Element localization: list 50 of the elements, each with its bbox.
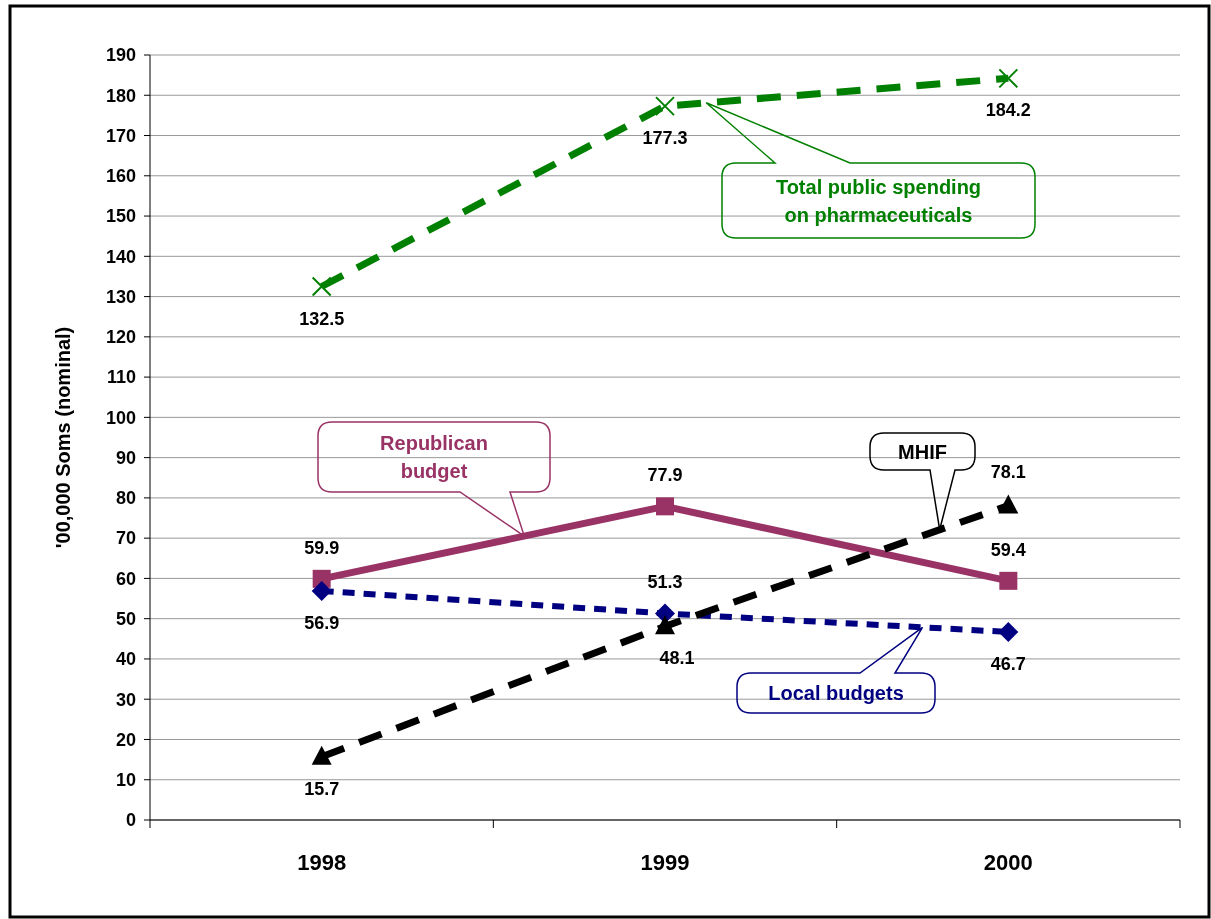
y-tick-label: 90 bbox=[115, 447, 136, 468]
x-tick-label: 1999 bbox=[640, 850, 690, 875]
data-label: 46.7 bbox=[990, 653, 1026, 674]
point bbox=[998, 68, 1019, 89]
data-label: 56.9 bbox=[304, 612, 340, 633]
y-tick-label: 70 bbox=[115, 528, 136, 549]
y-tick-label: 150 bbox=[105, 206, 136, 227]
x-tick-label: 1998 bbox=[297, 850, 347, 875]
point bbox=[311, 580, 332, 601]
data-label: 59.4 bbox=[990, 539, 1026, 560]
text: Total public spending on pharmaceuticals bbox=[775, 175, 982, 226]
y-tick-label: 20 bbox=[115, 729, 136, 750]
text: Republican budget bbox=[380, 432, 488, 482]
y-tick-label: 130 bbox=[105, 286, 136, 307]
y-tick-label: 190 bbox=[105, 45, 136, 66]
data-label: 184.2 bbox=[985, 100, 1031, 121]
point bbox=[311, 745, 332, 765]
y-tick-label: 80 bbox=[115, 488, 136, 509]
point bbox=[655, 615, 675, 635]
point bbox=[311, 276, 332, 297]
point bbox=[999, 571, 1018, 590]
point bbox=[998, 621, 1019, 642]
text: MHIF bbox=[898, 440, 947, 463]
y-tick-label: 120 bbox=[105, 327, 136, 348]
data-label: 15.7 bbox=[304, 778, 340, 799]
y-tick-label: 0 bbox=[125, 810, 136, 831]
text: Local budgets bbox=[768, 682, 904, 704]
data-label: 132.5 bbox=[299, 308, 345, 329]
x-tick-label: 2000 bbox=[983, 850, 1033, 875]
point bbox=[656, 497, 674, 516]
y-axis-title: '00,000 Soms (nominal) bbox=[52, 326, 74, 549]
y-tick-label: 180 bbox=[105, 85, 136, 106]
y-tick-label: 30 bbox=[115, 689, 136, 710]
point bbox=[998, 494, 1019, 514]
y-tick-label: 60 bbox=[115, 568, 136, 589]
y-tick-label: 170 bbox=[105, 125, 136, 146]
y-tick-label: 50 bbox=[115, 608, 136, 629]
y-tick-label: 110 bbox=[106, 367, 136, 388]
data-label: 48.1 bbox=[659, 648, 695, 669]
data-label: 78.1 bbox=[990, 461, 1026, 482]
y-tick-label: 40 bbox=[115, 649, 136, 670]
y-tick-label: 100 bbox=[105, 407, 136, 428]
y-tick-label: 140 bbox=[105, 246, 136, 267]
data-label: 51.3 bbox=[647, 572, 683, 593]
data-label: 77.9 bbox=[647, 465, 683, 486]
data-label: 177.3 bbox=[642, 128, 688, 149]
y-tick-label: 160 bbox=[105, 166, 136, 187]
point bbox=[655, 96, 675, 117]
data-label: 59.9 bbox=[304, 537, 340, 558]
y-tick-label: 10 bbox=[115, 770, 136, 791]
